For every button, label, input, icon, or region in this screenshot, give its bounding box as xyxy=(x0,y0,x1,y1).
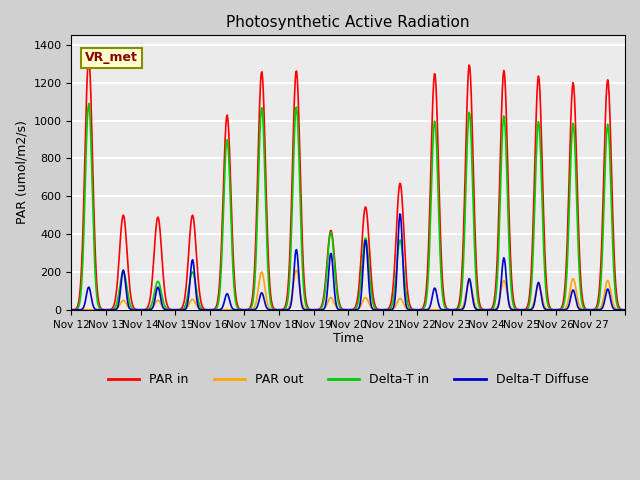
PAR in xyxy=(621,307,629,312)
Delta-T in xyxy=(133,307,141,312)
Delta-T Diffuse xyxy=(406,307,413,312)
Delta-T Diffuse xyxy=(132,307,140,312)
Delta-T in xyxy=(236,307,243,312)
PAR out xyxy=(262,289,269,295)
Delta-T in xyxy=(407,306,415,312)
PAR in xyxy=(137,307,145,312)
Delta-T Diffuse xyxy=(621,307,629,312)
Delta-T in xyxy=(438,282,445,288)
PAR out xyxy=(437,307,445,312)
Title: Photosynthetic Active Radiation: Photosynthetic Active Radiation xyxy=(227,15,470,30)
PAR out xyxy=(406,307,413,312)
PAR in xyxy=(263,216,271,222)
Legend: PAR in, PAR out, Delta-T in, Delta-T Diffuse: PAR in, PAR out, Delta-T in, Delta-T Dif… xyxy=(103,368,593,391)
PAR in xyxy=(133,307,141,312)
Delta-T in xyxy=(68,307,76,312)
PAR out xyxy=(234,307,242,312)
Y-axis label: PAR (umol/m2/s): PAR (umol/m2/s) xyxy=(15,120,28,225)
PAR in xyxy=(284,286,292,291)
Delta-T Diffuse xyxy=(68,307,76,312)
PAR in xyxy=(438,263,445,268)
Delta-T Diffuse xyxy=(283,307,291,312)
Line: Delta-T Diffuse: Delta-T Diffuse xyxy=(72,214,625,310)
Delta-T in xyxy=(85,101,93,107)
Delta-T in xyxy=(263,244,271,250)
Delta-T in xyxy=(137,307,145,312)
PAR out xyxy=(68,307,76,312)
Delta-T Diffuse xyxy=(262,302,269,308)
PAR out xyxy=(621,307,629,312)
Delta-T in xyxy=(284,296,292,302)
Delta-T Diffuse xyxy=(396,211,404,217)
PAR in xyxy=(68,307,76,312)
PAR in xyxy=(407,304,415,310)
Line: PAR out: PAR out xyxy=(72,270,625,310)
PAR out xyxy=(292,267,300,273)
Text: VR_met: VR_met xyxy=(85,51,138,64)
Delta-T Diffuse xyxy=(437,306,445,312)
PAR in xyxy=(85,55,93,61)
X-axis label: Time: Time xyxy=(333,332,364,345)
Line: PAR in: PAR in xyxy=(72,58,625,310)
Delta-T Diffuse xyxy=(234,307,242,312)
PAR out xyxy=(283,307,291,312)
PAR out xyxy=(132,307,140,312)
Delta-T in xyxy=(621,307,629,312)
PAR in xyxy=(236,306,243,312)
Line: Delta-T in: Delta-T in xyxy=(72,104,625,310)
